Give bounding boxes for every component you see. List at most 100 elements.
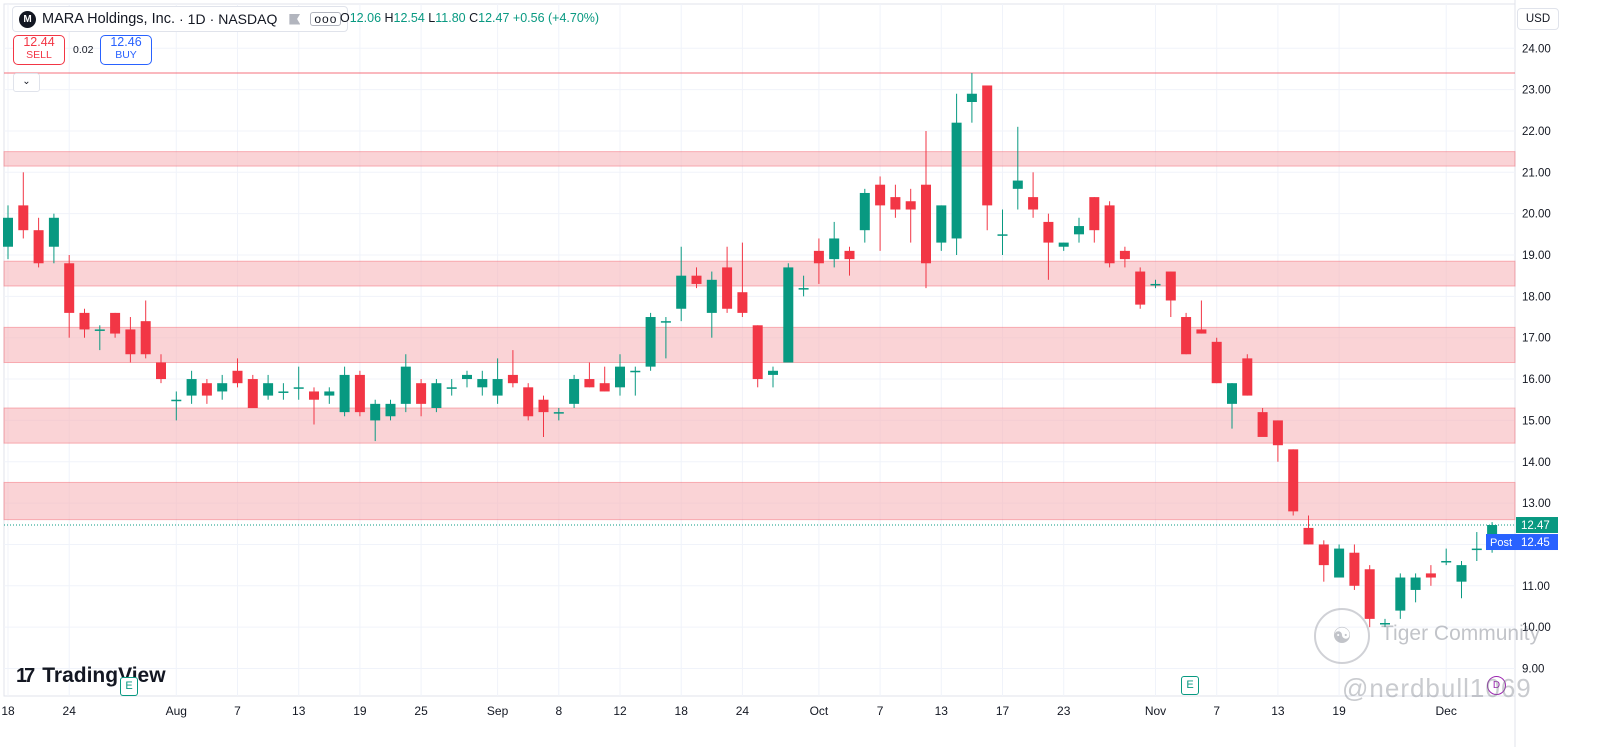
candle-body <box>400 366 411 404</box>
candle-body <box>201 383 212 396</box>
candle-body <box>798 288 809 290</box>
candle <box>966 73 977 123</box>
candle-body <box>752 325 763 380</box>
resistance-zone <box>3 407 1516 444</box>
candle-body <box>706 279 717 313</box>
candle <box>1135 267 1146 309</box>
sell-price: 12.44 <box>23 35 55 49</box>
dividend-event-icon[interactable]: D <box>1487 676 1506 695</box>
candle <box>263 374 274 400</box>
y-tick-label: 10.00 <box>1522 622 1551 634</box>
candle-body <box>645 317 656 367</box>
candle <box>768 366 778 388</box>
candle <box>3 205 13 260</box>
earnings-event-icon[interactable]: E <box>120 677 138 696</box>
currency-selector[interactable]: USD <box>1517 8 1559 30</box>
candle <box>737 242 748 318</box>
candle-body <box>309 391 319 400</box>
candle-body <box>859 192 870 231</box>
candle <box>1058 242 1069 251</box>
candle <box>676 246 687 322</box>
candle <box>79 308 90 338</box>
candle-body <box>1119 250 1130 260</box>
y-tick-label: 20.00 <box>1522 209 1551 221</box>
candle <box>48 213 59 264</box>
flag-icon[interactable] <box>289 13 301 25</box>
x-tick-label: 18 <box>1 704 15 718</box>
y-tick-label: 15.00 <box>1522 415 1551 427</box>
sell-label: SELL <box>26 49 52 61</box>
candle <box>94 325 105 351</box>
earnings-event-icon[interactable]: E <box>1181 676 1199 695</box>
candle <box>798 275 809 297</box>
candle-body <box>1456 565 1467 582</box>
candle <box>1303 515 1314 545</box>
more-options-icon[interactable]: ooo <box>310 12 342 26</box>
candle <box>1043 213 1054 280</box>
x-tick-label: 13 <box>1271 704 1285 718</box>
candle <box>1089 197 1100 243</box>
tradingview-logo-icon: 17 <box>16 664 35 687</box>
candle <box>1272 420 1283 462</box>
buy-price: 12.46 <box>110 35 142 49</box>
candle-body <box>1487 525 1498 542</box>
x-tick-label: 17 <box>996 704 1010 718</box>
interval-label[interactable]: 1D <box>187 11 206 27</box>
candle-body <box>1104 205 1115 264</box>
post-market-label: Post <box>1490 537 1512 549</box>
candle-body <box>1395 577 1406 611</box>
candle-body <box>33 230 44 264</box>
x-tick-label: 13 <box>292 704 306 718</box>
candle-body <box>64 263 75 313</box>
post-price-badge <box>1516 534 1558 551</box>
x-tick-label: 23 <box>1057 704 1071 718</box>
watermark-community: Tiger Community <box>1381 622 1541 645</box>
candle-body <box>339 374 350 413</box>
candle-body <box>1318 544 1329 566</box>
y-tick-label: 21.00 <box>1522 167 1551 179</box>
sell-button[interactable]: 12.44 SELL <box>13 35 65 65</box>
candle-body <box>79 312 90 330</box>
candle-body <box>354 374 365 413</box>
candle-body <box>1288 449 1299 512</box>
candle-body <box>569 379 580 404</box>
tradingview-logo[interactable]: 17 TradingView <box>16 664 166 688</box>
x-tick-label: Nov <box>1145 704 1166 718</box>
candle <box>370 399 381 442</box>
candle <box>1318 540 1329 582</box>
candle-body <box>523 387 534 417</box>
candle <box>936 205 947 251</box>
company-logo-icon: M <box>19 10 36 28</box>
y-tick-label: 16.00 <box>1522 374 1551 386</box>
candle <box>523 383 534 421</box>
candle <box>309 387 319 425</box>
candle <box>1196 300 1207 334</box>
candle <box>507 350 518 388</box>
candle-body <box>171 399 182 402</box>
candle-body <box>462 374 472 380</box>
buy-button[interactable]: 12.46 BUY <box>100 35 152 65</box>
candle <box>1425 565 1436 586</box>
candle <box>400 354 411 413</box>
symbol-bar[interactable]: M MARA Holdings, Inc. · 1D · NASDAQ ooo <box>12 6 349 32</box>
candle <box>64 255 75 338</box>
candle <box>1074 217 1084 243</box>
high-value: 12.54 <box>393 11 425 25</box>
ohlc-legend: O12.06 H12.54 L11.80 C12.47 +0.56 (+4.70… <box>340 11 599 25</box>
candle-body <box>1380 623 1390 625</box>
x-tick-label: 8 <box>555 704 562 718</box>
candle <box>1471 532 1482 561</box>
candle <box>722 246 733 313</box>
candle <box>201 379 212 404</box>
candle <box>477 370 488 396</box>
chevron-down-icon[interactable]: ⌄ <box>13 73 40 92</box>
candle-body <box>584 379 595 388</box>
candle-body <box>186 379 197 396</box>
candle <box>354 370 365 417</box>
candle <box>982 85 993 231</box>
candle <box>783 263 794 363</box>
candle <box>706 271 717 338</box>
x-tick-label: Sep <box>487 704 509 718</box>
candle <box>110 312 121 338</box>
